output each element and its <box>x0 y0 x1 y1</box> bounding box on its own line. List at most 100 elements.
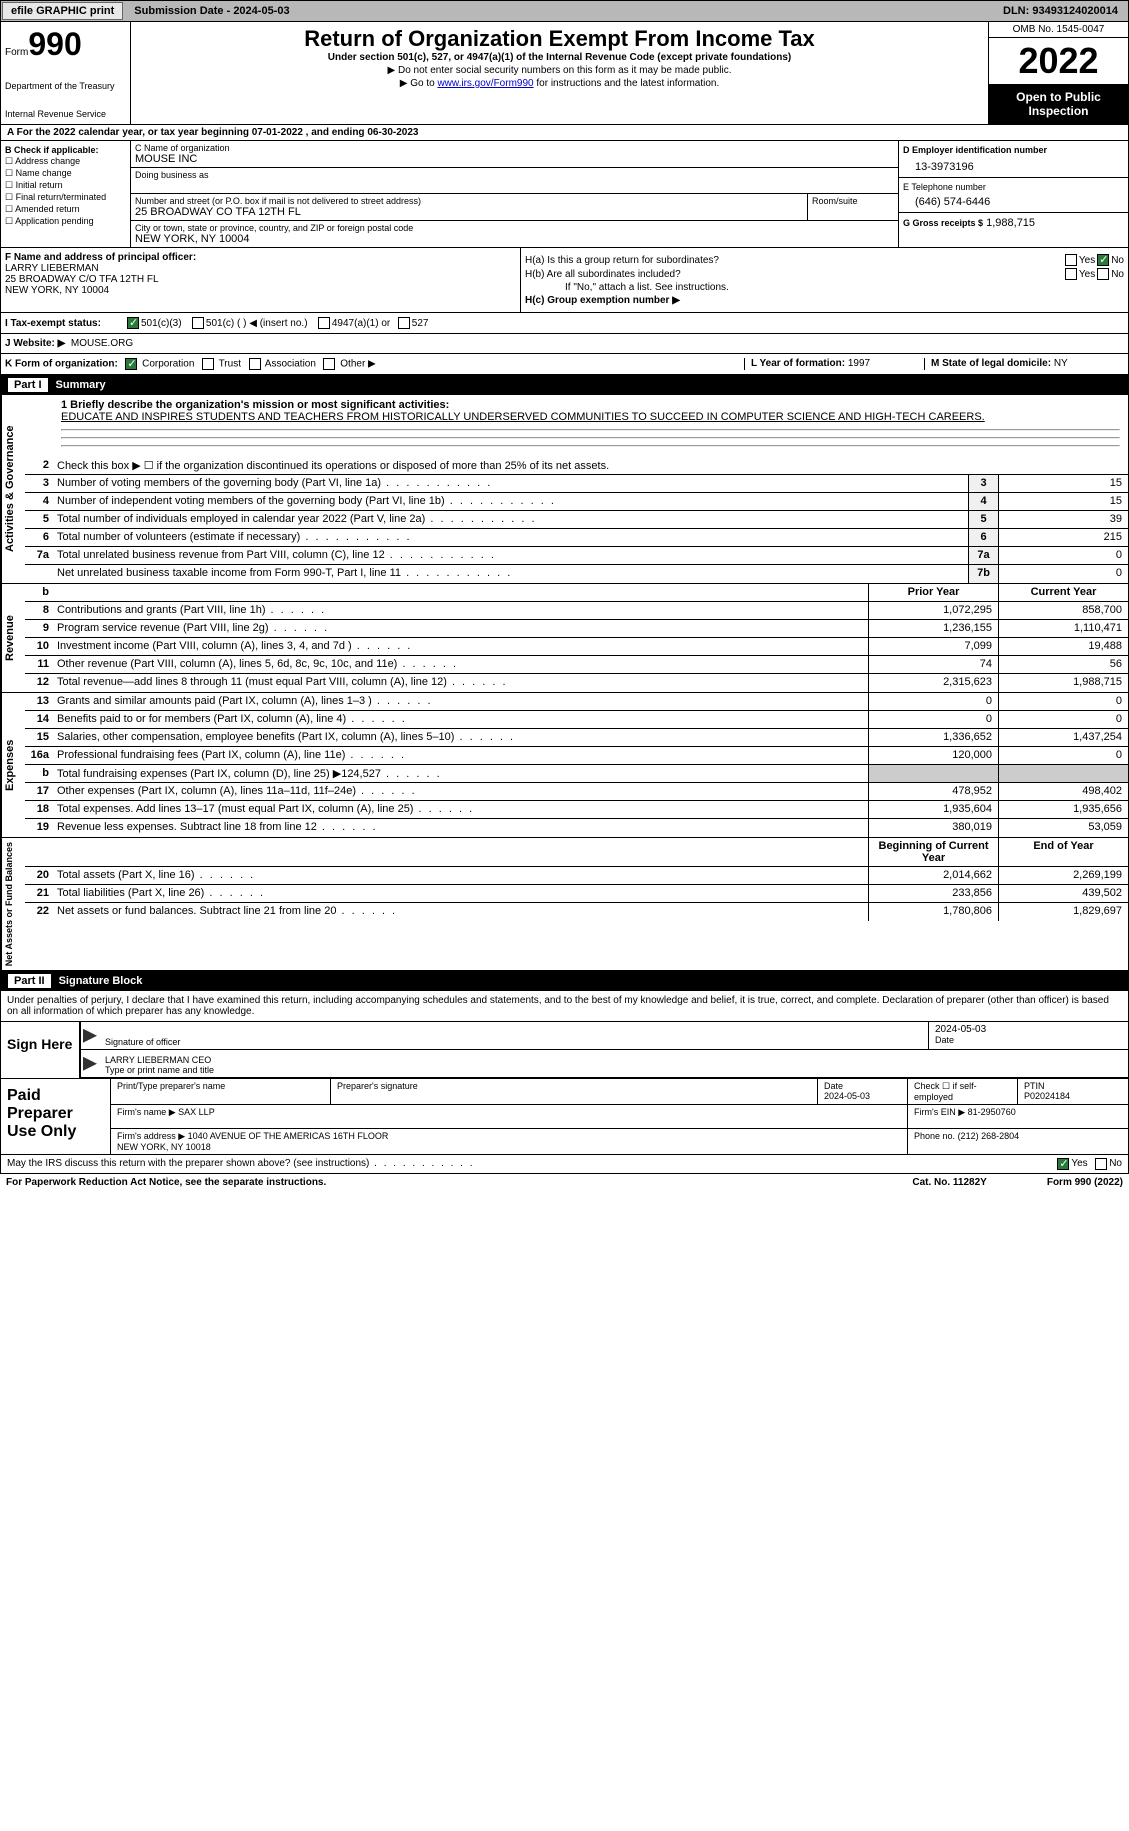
line-b-current <box>998 765 1128 782</box>
form-footer: Form 990 (2022) <box>1047 1177 1123 1188</box>
chk-527[interactable] <box>398 317 410 329</box>
line-19-prior: 380,019 <box>868 819 998 837</box>
firm-name-label: Firm's name ▶ <box>117 1107 176 1117</box>
chk-4947[interactable] <box>318 317 330 329</box>
line-15-current: 1,437,254 <box>998 729 1128 746</box>
dba-label: Doing business as <box>135 170 894 180</box>
line-14-prior: 0 <box>868 711 998 728</box>
line-20-desc: Total assets (Part X, line 16) <box>53 867 868 884</box>
vtab-net: Net Assets or Fund Balances <box>1 838 25 970</box>
line-14-desc: Benefits paid to or for members (Part IX… <box>53 711 868 728</box>
chk-app-pending[interactable]: ☐ Application pending <box>5 216 126 227</box>
hb-note: If "No," attach a list. See instructions… <box>565 282 729 293</box>
chk-trust[interactable] <box>202 358 214 370</box>
form-word: Form <box>5 47 28 58</box>
irs-link[interactable]: www.irs.gov/Form990 <box>437 78 533 89</box>
line-6-val: 215 <box>998 529 1128 546</box>
line-4-num: 4 <box>968 493 998 510</box>
city-value: NEW YORK, NY 10004 <box>135 233 894 245</box>
form-header: Form990 Department of the Treasury Inter… <box>0 22 1129 125</box>
form-org-label: K Form of organization: <box>5 359 118 370</box>
line-10-prior: 7,099 <box>868 638 998 655</box>
year-formation: 1997 <box>848 358 870 369</box>
line-20-current: 2,269,199 <box>998 867 1128 884</box>
line-16a-prior: 120,000 <box>868 747 998 764</box>
line-b-prior <box>868 765 998 782</box>
line-22-desc: Net assets or fund balances. Subtract li… <box>53 903 868 921</box>
firm-addr-label: Firm's address ▶ <box>117 1131 185 1141</box>
line-7b-val: 0 <box>998 565 1128 583</box>
chk-other[interactable] <box>323 358 335 370</box>
efile-button[interactable]: efile GRAPHIC print <box>2 2 123 20</box>
row-i: I Tax-exempt status: 501(c)(3) 501(c) ( … <box>0 313 1129 334</box>
line-10-current: 19,488 <box>998 638 1128 655</box>
line-6-desc: Total number of volunteers (estimate if … <box>53 529 968 546</box>
goto-post: for instructions and the latest informat… <box>534 78 720 89</box>
self-emp-label[interactable]: Check ☐ if self-employed <box>908 1079 1018 1104</box>
line-9-desc: Program service revenue (Part VIII, line… <box>53 620 868 637</box>
street-value: 25 BROADWAY CO TFA 12TH FL <box>135 206 803 218</box>
hb-yes[interactable] <box>1065 268 1077 280</box>
chk-corp[interactable] <box>125 358 137 370</box>
chk-initial-return[interactable]: ☐ Initial return <box>5 180 126 191</box>
chk-name-change[interactable]: ☐ Name change <box>5 168 126 179</box>
line-17-current: 498,402 <box>998 783 1128 800</box>
part2-label: Part II <box>8 974 51 988</box>
officer-sig-label: Signature of officer <box>105 1037 922 1047</box>
sign-here-label: Sign Here <box>1 1022 81 1078</box>
chk-501c[interactable] <box>192 317 204 329</box>
chk-final-return[interactable]: ☐ Final return/terminated <box>5 192 126 203</box>
sign-here-block: Sign Here Signature of officer 2024-05-0… <box>0 1022 1129 1079</box>
hc-label: H(c) Group exemption number ▶ <box>525 295 680 306</box>
discuss-no[interactable] <box>1095 1158 1107 1170</box>
line-5-num: 5 <box>968 511 998 528</box>
part1-label: Part I <box>8 378 48 392</box>
officer-label: F Name and address of principal officer: <box>5 252 196 263</box>
website-label: J Website: ▶ <box>5 338 65 349</box>
line-19-desc: Revenue less expenses. Subtract line 18 … <box>53 819 868 837</box>
row-k: K Form of organization: Corporation Trus… <box>0 354 1129 375</box>
part1-title: Summary <box>56 379 106 391</box>
line-22-prior: 1,780,806 <box>868 903 998 921</box>
ptin-value: P02024184 <box>1024 1091 1070 1101</box>
section-governance: Activities & Governance 1 Briefly descri… <box>0 395 1129 584</box>
tax-year: 2022 <box>989 38 1128 84</box>
row-fh: F Name and address of principal officer:… <box>0 248 1129 313</box>
chk-assoc[interactable] <box>249 358 261 370</box>
year-formation-label: L Year of formation: <box>751 358 845 369</box>
line-11-current: 56 <box>998 656 1128 673</box>
cat-no: Cat. No. 11282Y <box>912 1177 986 1188</box>
discuss-row: May the IRS discuss this return with the… <box>0 1155 1129 1174</box>
box-d: D Employer identification number 13-3973… <box>898 141 1128 247</box>
line-18-current: 1,935,656 <box>998 801 1128 818</box>
sig-date: 2024-05-03 <box>935 1024 1122 1035</box>
officer-addr1: 25 BROADWAY C/O TFA 12TH FL <box>5 274 159 285</box>
paid-preparer-label: Paid Preparer Use Only <box>1 1079 111 1154</box>
room-label: Room/suite <box>812 196 894 206</box>
org-name: MOUSE INC <box>135 153 894 165</box>
ssn-note: ▶ Do not enter social security numbers o… <box>135 65 984 76</box>
prep-date: 2024-05-03 <box>824 1091 870 1101</box>
line-8-prior: 1,072,295 <box>868 602 998 619</box>
officer-print-name: LARRY LIEBERMAN CEO <box>105 1055 1122 1065</box>
line-12-desc: Total revenue—add lines 8 through 11 (mu… <box>53 674 868 692</box>
box-h: H(a) Is this a group return for subordin… <box>521 248 1128 312</box>
line-12-prior: 2,315,623 <box>868 674 998 692</box>
part2-title: Signature Block <box>59 975 143 987</box>
chk-address-change[interactable]: ☐ Address change <box>5 156 126 167</box>
perjury-statement: Under penalties of perjury, I declare th… <box>0 991 1129 1022</box>
line-10-desc: Investment income (Part VIII, column (A)… <box>53 638 868 655</box>
discuss-yes[interactable] <box>1057 1158 1069 1170</box>
chk-amended[interactable]: ☐ Amended return <box>5 204 126 215</box>
box-c: C Name of organization MOUSE INC Doing b… <box>131 141 898 247</box>
line-18-prior: 1,935,604 <box>868 801 998 818</box>
line-17-desc: Other expenses (Part IX, column (A), lin… <box>53 783 868 800</box>
line-5-val: 39 <box>998 511 1128 528</box>
chk-501c3[interactable] <box>127 317 139 329</box>
line-18-desc: Total expenses. Add lines 13–17 (must eq… <box>53 801 868 818</box>
hb-no[interactable] <box>1097 268 1109 280</box>
ha-no[interactable] <box>1097 254 1109 266</box>
ha-yes[interactable] <box>1065 254 1077 266</box>
line-15-prior: 1,336,652 <box>868 729 998 746</box>
mission-label: 1 Briefly describe the organization's mi… <box>61 399 449 411</box>
